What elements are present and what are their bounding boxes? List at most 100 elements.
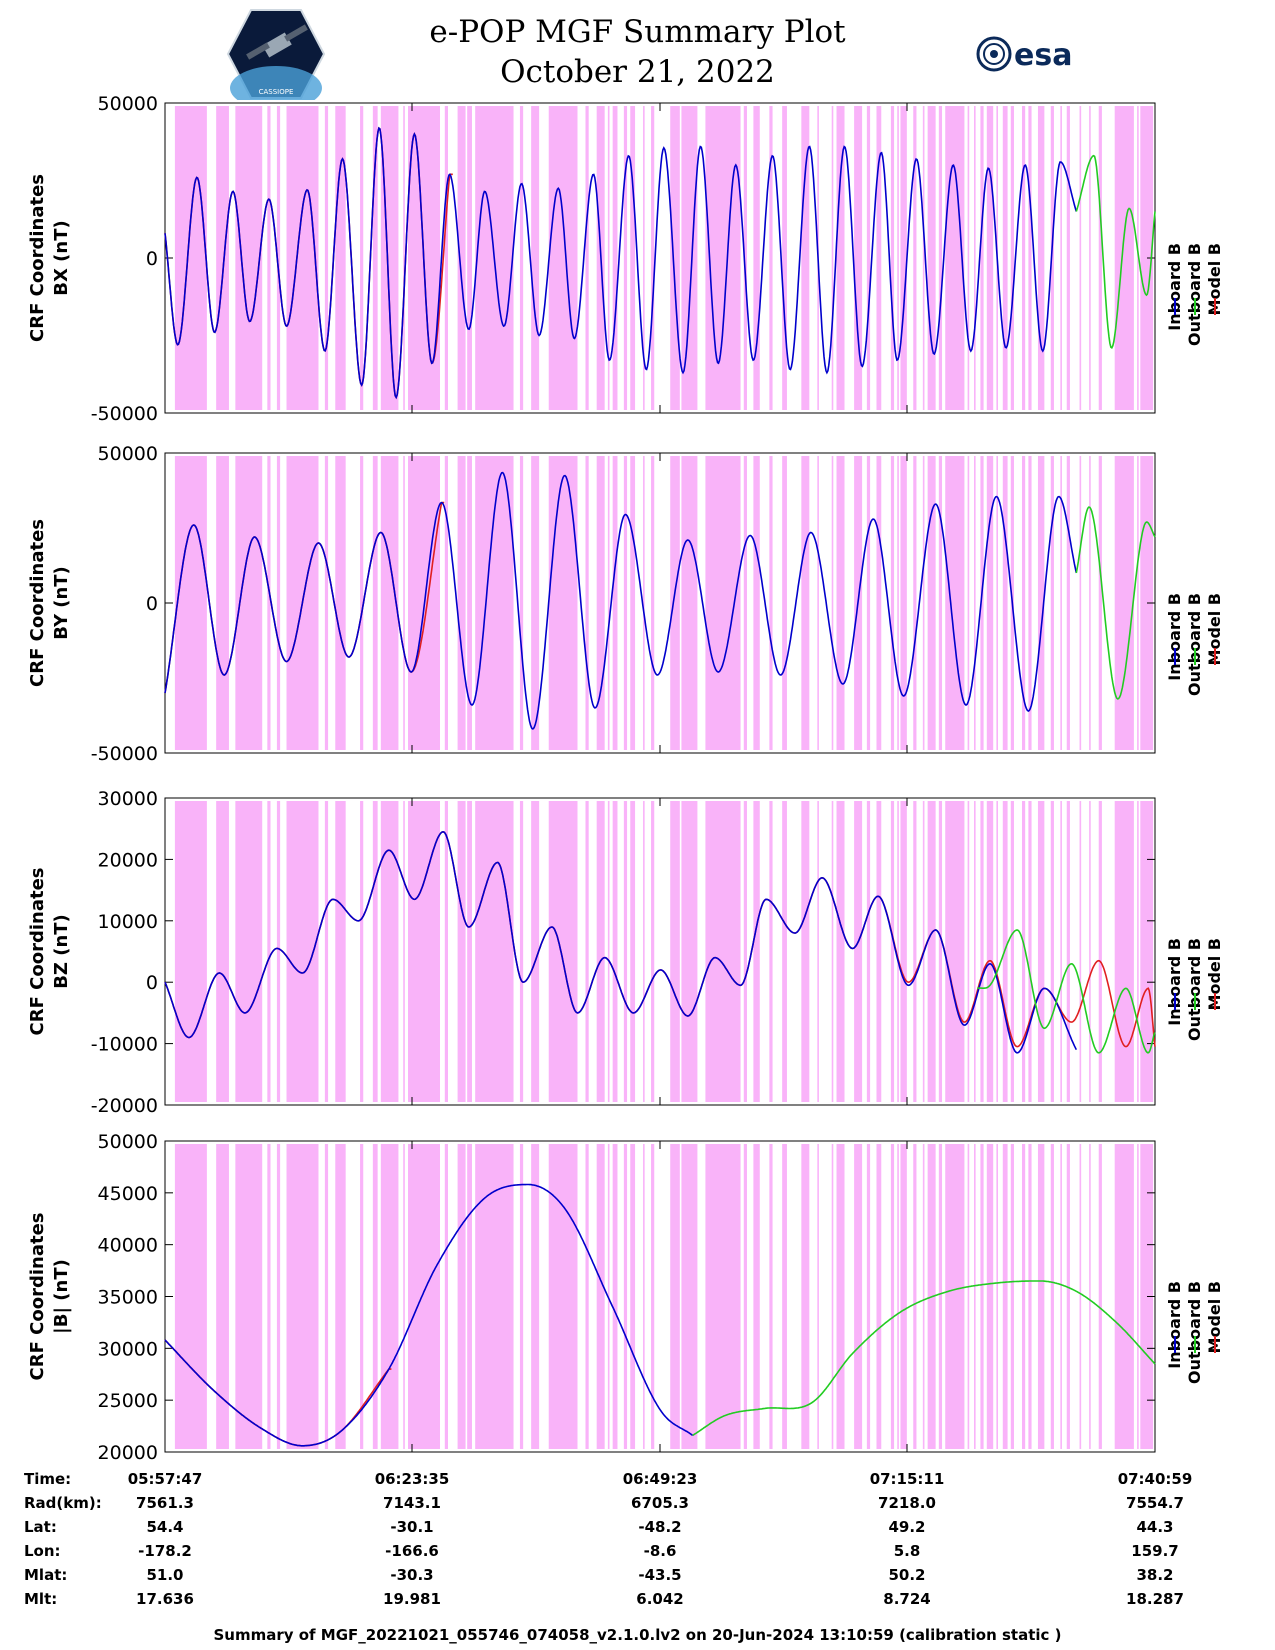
shading-band bbox=[1089, 1144, 1091, 1449]
shading-band bbox=[403, 801, 405, 1102]
shading-band bbox=[945, 801, 965, 1102]
shading-band bbox=[235, 106, 263, 410]
shading-band bbox=[612, 1144, 618, 1449]
shading-band bbox=[444, 801, 448, 1102]
shading-band bbox=[1037, 801, 1045, 1102]
y-axis-label: |B| (nT) bbox=[51, 1259, 72, 1334]
shading-band bbox=[531, 1144, 540, 1449]
shading-band bbox=[335, 456, 346, 750]
series-line-inboard-b bbox=[164, 471, 1078, 730]
shading-band bbox=[945, 1144, 965, 1449]
shading-band bbox=[876, 456, 882, 750]
shading-band bbox=[831, 1144, 834, 1449]
cassiope-logo-text: CASSIOPE bbox=[259, 88, 294, 96]
shading-band bbox=[927, 801, 936, 1102]
shading-band bbox=[519, 456, 524, 750]
shading-band bbox=[380, 106, 399, 410]
y-tick-label: 35000 bbox=[98, 1287, 158, 1309]
shading-band bbox=[1137, 1144, 1139, 1449]
shading-band bbox=[360, 1144, 364, 1449]
shading-band bbox=[235, 801, 263, 1102]
shading-band bbox=[753, 801, 760, 1102]
shading-band bbox=[945, 456, 965, 750]
shading-band bbox=[967, 456, 970, 750]
shading-band bbox=[980, 1144, 984, 1449]
shading-band bbox=[612, 456, 618, 750]
y-tick-label: 20000 bbox=[98, 849, 158, 871]
table-cell: 05:57:47 bbox=[127, 1470, 203, 1488]
table-cell: -166.6 bbox=[385, 1542, 439, 1560]
shading-band bbox=[1028, 456, 1032, 750]
y-tick-label: 50000 bbox=[98, 1131, 158, 1153]
series-line-inboard-b bbox=[164, 1183, 694, 1447]
shading-band bbox=[286, 1144, 319, 1449]
shading-band bbox=[475, 801, 514, 1102]
y-tick-label: 30000 bbox=[98, 1338, 158, 1360]
shading-band bbox=[1010, 106, 1014, 410]
shading-band bbox=[630, 106, 636, 410]
shading-band bbox=[922, 456, 925, 750]
legend-label: Inboard B bbox=[1165, 1281, 1184, 1369]
table-row-label: Mlat: bbox=[24, 1566, 68, 1584]
shading-band bbox=[630, 801, 636, 1102]
shading-band bbox=[1028, 106, 1032, 410]
shading-band bbox=[1079, 456, 1082, 750]
shading-band bbox=[670, 1144, 680, 1449]
shading-band bbox=[922, 106, 925, 410]
table-cell: 6.042 bbox=[636, 1590, 684, 1608]
shading-band bbox=[866, 801, 871, 1102]
shading-band bbox=[876, 1144, 882, 1449]
table-cell: 7554.7 bbox=[1126, 1494, 1184, 1512]
shading-band bbox=[585, 106, 589, 410]
series-line-inboard-b bbox=[164, 830, 1078, 1054]
y-tick-label: 0 bbox=[146, 248, 158, 270]
table-cell: 18.287 bbox=[1126, 1590, 1184, 1608]
shading-band bbox=[1021, 801, 1026, 1102]
table-cell: 50.2 bbox=[888, 1566, 926, 1584]
series-line-outboard-b bbox=[977, 929, 1156, 1054]
shading-band bbox=[817, 801, 819, 1102]
shading-band bbox=[890, 1144, 895, 1449]
shading-band bbox=[922, 1144, 925, 1449]
shading-band bbox=[967, 801, 970, 1102]
table-cell: 38.2 bbox=[1136, 1566, 1174, 1584]
shading-band bbox=[996, 801, 998, 1102]
shading-band bbox=[753, 1144, 760, 1449]
shading-band bbox=[681, 106, 698, 410]
shading-band bbox=[1098, 801, 1102, 1102]
y-tick-label: 50000 bbox=[98, 443, 158, 465]
shading-band bbox=[596, 456, 605, 750]
shading-band bbox=[408, 1144, 440, 1449]
shading-band bbox=[1060, 1144, 1062, 1449]
plot-date: October 21, 2022 bbox=[500, 54, 775, 90]
shading-band bbox=[1114, 106, 1134, 410]
shading-band bbox=[1079, 1144, 1082, 1449]
table-cell: -48.2 bbox=[638, 1518, 682, 1536]
shading-band bbox=[769, 456, 773, 750]
legend-label: Model B bbox=[1205, 243, 1224, 315]
shading-band bbox=[174, 1144, 207, 1449]
shading-band bbox=[519, 1144, 524, 1449]
shading-band bbox=[324, 106, 329, 410]
shading-band bbox=[651, 106, 655, 410]
shading-band bbox=[1002, 1144, 1008, 1449]
shading-band bbox=[276, 106, 281, 410]
shading-band bbox=[651, 456, 655, 750]
shading-band bbox=[1098, 1144, 1102, 1449]
shading-band bbox=[457, 801, 466, 1102]
shading-band bbox=[531, 801, 540, 1102]
shading-band bbox=[216, 801, 229, 1102]
table-cell: -30.1 bbox=[390, 1518, 434, 1536]
shading-band bbox=[938, 106, 943, 410]
shading-band bbox=[1050, 1144, 1054, 1449]
series-line-inboard-b bbox=[164, 126, 1078, 400]
shading-band bbox=[836, 106, 845, 410]
shading-band bbox=[335, 106, 346, 410]
shading-band bbox=[836, 456, 845, 750]
shading-band bbox=[643, 1144, 645, 1449]
shading-band bbox=[1060, 456, 1062, 750]
shading-band bbox=[1098, 456, 1102, 750]
table-cell: 5.8 bbox=[893, 1542, 921, 1560]
shading-band bbox=[1137, 106, 1139, 410]
shading-band bbox=[643, 801, 645, 1102]
